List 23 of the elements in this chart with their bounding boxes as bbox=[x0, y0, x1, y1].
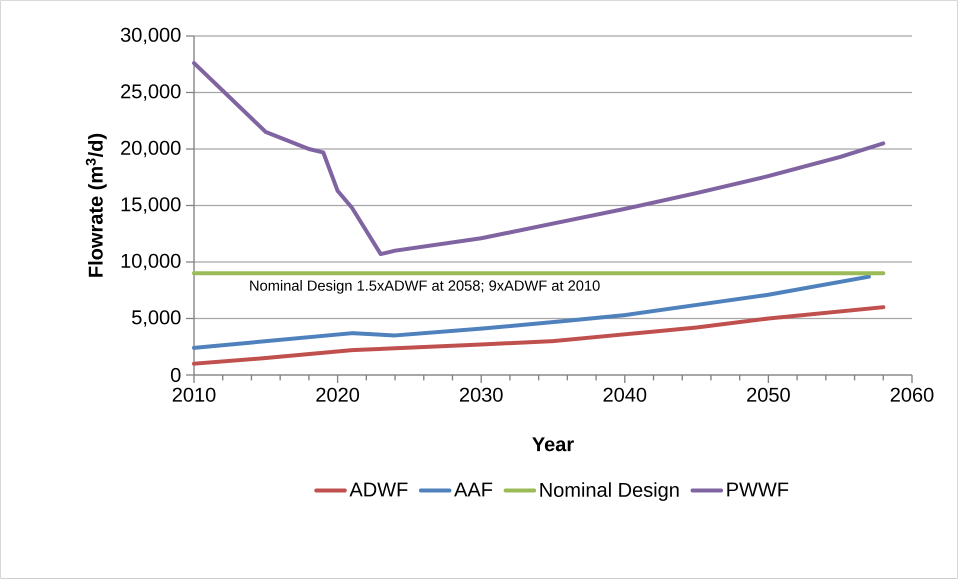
legend-label: ADWF bbox=[349, 482, 408, 496]
x-tick-label: 2020 bbox=[316, 388, 360, 402]
line-series bbox=[192, 274, 871, 350]
x-tick-label: 2010 bbox=[172, 388, 216, 402]
y-tick-label: 10,000 bbox=[122, 254, 180, 270]
y-tick-label: 30,000 bbox=[120, 28, 180, 44]
line-series bbox=[192, 61, 886, 256]
annotation: Nominal Design 1.5xADWF at 2058; 9xADWF at 2010 bbox=[250, 280, 600, 294]
x-tick-label: 2060 bbox=[890, 388, 934, 402]
legend-label: Nominal Design bbox=[540, 482, 679, 501]
y-tick-label: 15,000 bbox=[122, 197, 180, 214]
x-tick-label: 2040 bbox=[604, 388, 646, 402]
legend-label: PWWF bbox=[727, 482, 788, 496]
y-tick-label: 0 bbox=[170, 368, 181, 382]
line-series bbox=[192, 305, 886, 366]
y-tick-label: 20,000 bbox=[121, 140, 180, 158]
y-axis-title: Flowrate (m$^{3}$/d) bbox=[86, 134, 107, 277]
x-tick-label: 2030 bbox=[460, 388, 503, 402]
legend-label: AAF bbox=[454, 482, 492, 496]
x-tick-label: 2050 bbox=[747, 388, 790, 402]
y-tick-label: 25,000 bbox=[121, 84, 180, 101]
y-tick-label: 5,000 bbox=[132, 310, 180, 327]
x-axis-title: Year bbox=[532, 437, 574, 452]
